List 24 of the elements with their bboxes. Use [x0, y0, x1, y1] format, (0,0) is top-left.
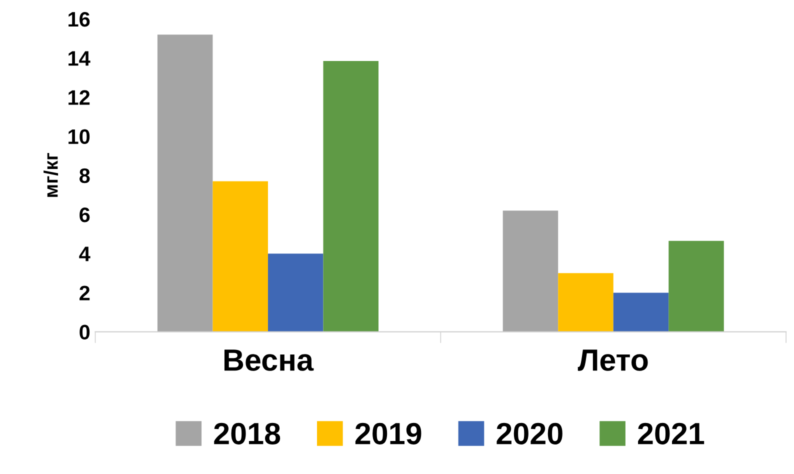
x-tick-label: Весна — [224, 350, 314, 371]
legend-label: 2021 — [638, 422, 704, 444]
y-tick-label: 2 — [80, 286, 90, 300]
y-tick-label: 0 — [80, 324, 90, 340]
legend-label: 2019 — [355, 422, 422, 444]
bar — [212, 181, 268, 332]
y-tick-label: 14 — [68, 51, 90, 66]
y-tick-label: 16 — [68, 12, 90, 27]
bar — [613, 292, 669, 332]
bar — [502, 210, 558, 332]
bar — [157, 34, 213, 332]
y-tick-label: 8 — [79, 168, 90, 184]
y-axis-title: мг/кг — [44, 153, 58, 197]
bar — [323, 61, 378, 332]
legend-label: 2020 — [496, 422, 562, 444]
bar — [558, 273, 614, 332]
bar — [668, 240, 724, 332]
x-tick-label: Лето — [578, 350, 648, 371]
y-tick-label: 12 — [68, 90, 90, 105]
legend-label: 2018 — [214, 422, 280, 444]
bar — [268, 254, 324, 332]
y-tick-label: 6 — [80, 207, 90, 222]
y-tick-label: 10 — [68, 129, 90, 144]
y-tick-label: 4 — [79, 246, 90, 262]
